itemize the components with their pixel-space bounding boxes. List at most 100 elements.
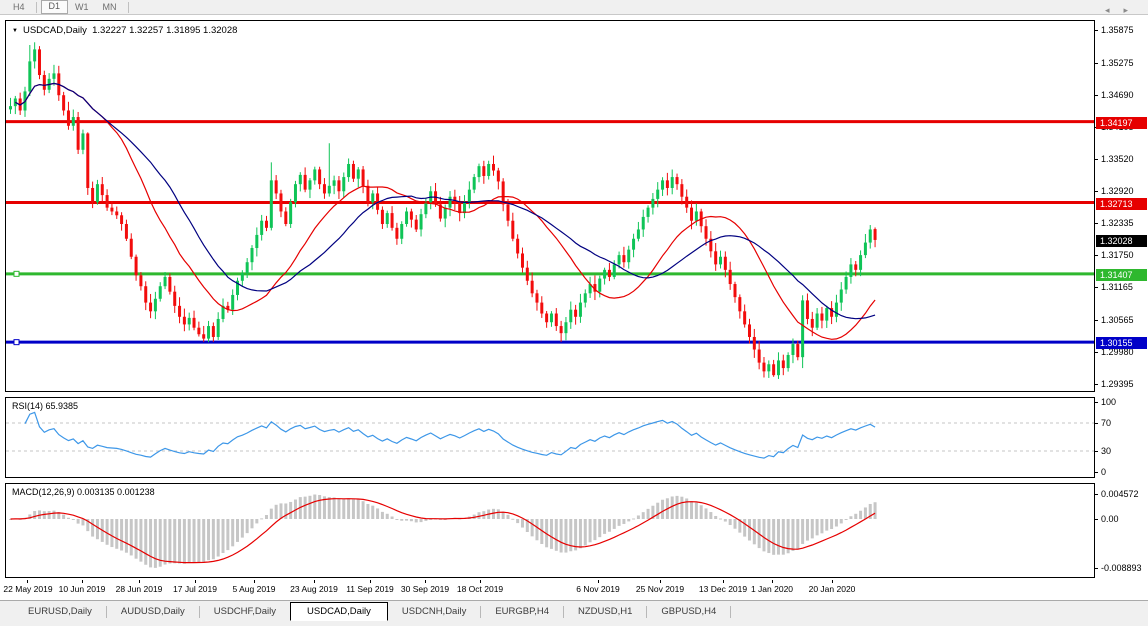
- axis-tick-label: 1.32920: [1101, 186, 1134, 197]
- candle-body: [796, 344, 800, 358]
- macd-histogram-bar: [496, 509, 500, 519]
- candle-body: [120, 215, 124, 225]
- macd-histogram-bar: [767, 519, 771, 554]
- candle-body: [554, 313, 558, 327]
- candle-body: [810, 318, 814, 328]
- rsi-axis[interactable]: 100 70 30 0: [1095, 397, 1148, 478]
- rsi-indicator-panel[interactable]: RSI(14) 65.9385: [5, 397, 1095, 478]
- macd-indicator-panel[interactable]: MACD(12,26,9) 0.003135 0.001238: [5, 483, 1095, 578]
- macd-histogram-bar: [124, 519, 128, 553]
- macd-histogram-bar: [366, 503, 370, 519]
- rsi-label: RSI(14) 65.9385: [12, 401, 79, 411]
- candle-body: [182, 316, 186, 325]
- macd-histogram-bar: [274, 504, 278, 519]
- macd-histogram-bar: [216, 519, 220, 557]
- candle-body: [501, 181, 505, 205]
- tab-scroll-arrows[interactable]: ◂▸: [1104, 5, 1142, 15]
- candle-body: [42, 75, 46, 90]
- candle-body: [134, 256, 138, 276]
- candle-body: [661, 180, 665, 190]
- toolbar-separator: [35, 1, 37, 13]
- candle-body: [873, 229, 877, 240]
- candle-body: [506, 204, 510, 221]
- candlestick-chart-canvas[interactable]: [6, 21, 1094, 391]
- chart-tab-gbpusd[interactable]: GBPUSD,H4: [661, 606, 717, 617]
- macd-histogram-bar: [685, 498, 689, 519]
- candle-body: [467, 189, 471, 203]
- level-price-label: 1.30155: [1096, 337, 1147, 350]
- timeframe-button-h4[interactable]: H4: [13, 1, 25, 12]
- candle-body: [752, 336, 756, 350]
- macd-histogram-bar: [95, 519, 99, 540]
- candle-body: [173, 291, 177, 306]
- candle-body: [149, 302, 153, 312]
- axis-tick: [1095, 94, 1098, 96]
- macd-histogram-bar: [250, 519, 254, 529]
- macd-histogram-bar: [342, 499, 346, 519]
- candle-body: [694, 211, 698, 221]
- macd-histogram-bar: [747, 519, 751, 541]
- candle-body: [279, 193, 283, 212]
- timeframe-button-d1[interactable]: D1: [40, 0, 69, 14]
- timeframe-button-w1[interactable]: W1: [75, 1, 89, 12]
- macd-histogram-bar: [501, 511, 505, 519]
- macd-chart-canvas[interactable]: [6, 484, 1094, 577]
- macd-histogram-bar: [149, 519, 153, 568]
- macd-histogram-bar: [371, 505, 375, 519]
- macd-axis[interactable]: 0.004572 0.00 -0.008893: [1095, 483, 1148, 578]
- macd-histogram-bar: [308, 495, 312, 519]
- candle-body: [849, 264, 853, 277]
- level-handle[interactable]: [13, 339, 20, 346]
- macd-histogram-bar: [854, 513, 858, 519]
- chart-tab-eurgbp[interactable]: EURGBP,H4: [495, 606, 550, 617]
- macd-signal-line: [10, 498, 876, 564]
- candle-body: [738, 297, 742, 312]
- rsi-chart-canvas[interactable]: [6, 398, 1094, 477]
- candle-body: [525, 267, 529, 281]
- chart-tab-nzdusd[interactable]: NZDUSD,H1: [578, 606, 633, 617]
- date-tick: [195, 580, 196, 583]
- macd-histogram-bar: [525, 519, 529, 533]
- macd-histogram-bar: [293, 499, 297, 519]
- axis-tick: [1095, 223, 1098, 225]
- macd-histogram-bar: [492, 508, 495, 519]
- candle-body: [144, 286, 148, 303]
- macd-histogram-bar: [279, 503, 283, 519]
- chart-tab-audusd[interactable]: AUDUSD,Daily: [120, 606, 185, 617]
- timeframe-button-mn[interactable]: MN: [102, 1, 117, 12]
- macd-histogram-bar: [361, 501, 365, 519]
- macd-histogram-bar: [549, 519, 553, 549]
- macd-histogram-bar: [351, 499, 355, 519]
- level-handle[interactable]: [13, 270, 20, 277]
- candle-body: [612, 264, 616, 277]
- candle-body: [240, 273, 244, 281]
- axis-tick: [1095, 30, 1098, 31]
- candle-body: [791, 344, 795, 355]
- candle-body: [593, 284, 597, 292]
- macd-histogram-bar: [236, 519, 240, 542]
- candle-body: [231, 294, 235, 310]
- macd-histogram-bar: [839, 519, 843, 524]
- date-label: 5 Aug 2019: [232, 584, 276, 594]
- candle-body: [781, 360, 785, 369]
- macd-histogram-bar: [211, 519, 215, 560]
- chart-tab-eurusd[interactable]: EURUSD,Daily: [28, 606, 92, 617]
- macd-histogram-bar: [559, 519, 563, 553]
- chart-tab-usdchf[interactable]: USDCHF,Daily: [213, 606, 277, 617]
- tab-separator: [730, 605, 732, 618]
- date-axis[interactable]: 22 May 2019 10 Jun 2019 28 Jun 2019 17 Jul …: [0, 580, 1148, 599]
- candle-body: [385, 213, 389, 225]
- main-chart-panel[interactable]: ▼ USDCAD,Daily 1.32227 1.32257 1.31895 1.…: [5, 20, 1095, 392]
- price-axis[interactable]: 1.358751.352751.346901.341051.335201.329…: [1095, 20, 1148, 392]
- macd-histogram-bar: [506, 514, 510, 519]
- chart-dropdown-icon[interactable]: ▼: [12, 28, 18, 34]
- axis-tick-label: 0.004572: [1101, 489, 1139, 500]
- chart-tab-usdcad[interactable]: USDCAD,Daily: [290, 602, 388, 621]
- candle-body: [202, 334, 206, 339]
- macd-histogram-bar: [612, 519, 616, 529]
- tab-separator: [563, 605, 565, 618]
- moving-average-line-20: [15, 82, 876, 340]
- chart-tab-usdcnh[interactable]: USDCNH,Daily: [401, 606, 467, 617]
- macd-histogram-bar: [47, 511, 51, 519]
- macd-histogram-bar: [578, 519, 582, 549]
